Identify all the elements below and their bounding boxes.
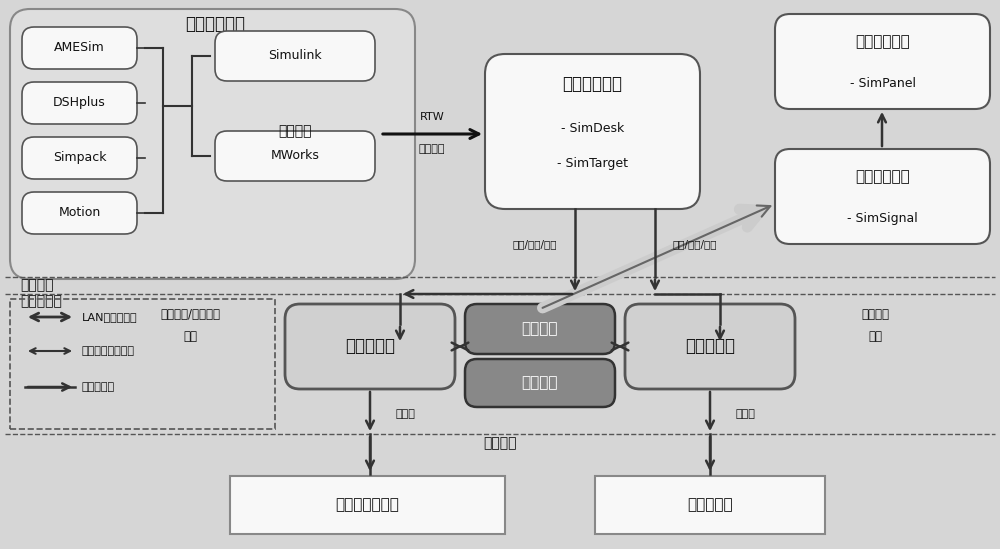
FancyBboxPatch shape	[485, 54, 700, 209]
Bar	[595, 476, 825, 534]
Text: 数字仿真系统: 数字仿真系统	[185, 15, 245, 33]
Text: Simpack: Simpack	[53, 152, 106, 165]
Text: - SimSignal: - SimSignal	[847, 212, 918, 226]
Text: 模型: 模型	[868, 330, 882, 344]
Text: Motion: Motion	[58, 206, 101, 220]
Bar	[230, 476, 505, 534]
FancyBboxPatch shape	[465, 359, 615, 407]
Text: DSHplus: DSHplus	[53, 97, 106, 109]
FancyBboxPatch shape	[215, 31, 375, 81]
FancyBboxPatch shape	[465, 304, 615, 354]
Text: 信号模拟系统: 信号模拟系统	[855, 170, 910, 184]
Text: AMESim: AMESim	[54, 42, 105, 54]
Text: 下载/管理/监控: 下载/管理/监控	[673, 239, 717, 249]
FancyBboxPatch shape	[285, 304, 455, 389]
Text: 模型: 模型	[183, 330, 197, 344]
FancyBboxPatch shape	[22, 82, 137, 124]
Text: 可互换: 可互换	[735, 409, 755, 419]
Text: 联合仿真: 联合仿真	[278, 124, 312, 138]
Text: 仿真目标机: 仿真目标机	[345, 338, 395, 356]
Text: - SimPanel: - SimPanel	[850, 77, 916, 91]
Text: 故障模拟: 故障模拟	[522, 376, 558, 390]
Text: - SimTarget: - SimTarget	[557, 158, 628, 171]
FancyBboxPatch shape	[775, 149, 990, 244]
FancyBboxPatch shape	[22, 27, 137, 69]
Text: 控制器实物: 控制器实物	[687, 497, 733, 513]
Text: LAN局域网连接: LAN局域网连接	[82, 312, 138, 322]
Bar	[10, 299, 275, 429]
Text: 下载/管理/监控: 下载/管理/监控	[513, 239, 557, 249]
FancyBboxPatch shape	[22, 192, 137, 234]
FancyBboxPatch shape	[10, 9, 415, 279]
Text: 仿真目标机: 仿真目标机	[685, 338, 735, 356]
FancyBboxPatch shape	[625, 304, 795, 389]
Text: 液压系统/机械系统: 液压系统/机械系统	[160, 307, 220, 321]
Text: 液压起落架实物: 液压起落架实物	[336, 497, 399, 513]
Text: 代码生成: 代码生成	[419, 144, 445, 154]
Text: 可互换: 可互换	[395, 409, 415, 419]
Text: - SimDesk: - SimDesk	[561, 122, 624, 136]
Text: 综合管理系统: 综合管理系统	[562, 75, 622, 93]
Text: 硬件实物: 硬件实物	[483, 436, 517, 450]
Text: 信号线、总线连接: 信号线、总线连接	[82, 346, 135, 356]
Text: 控制系统: 控制系统	[861, 307, 889, 321]
Text: 仪表显示系统: 仪表显示系统	[855, 35, 910, 49]
Text: RTW: RTW	[420, 112, 444, 122]
FancyBboxPatch shape	[775, 14, 990, 109]
Text: Simulink: Simulink	[268, 49, 322, 63]
Text: 半物理仿真: 半物理仿真	[20, 294, 62, 308]
FancyBboxPatch shape	[215, 131, 375, 181]
Text: 人机界面: 人机界面	[20, 278, 54, 292]
Text: MWorks: MWorks	[271, 149, 319, 163]
Text: 可互换关系: 可互换关系	[82, 382, 115, 392]
FancyBboxPatch shape	[22, 137, 137, 179]
Text: 数据接口: 数据接口	[522, 322, 558, 337]
